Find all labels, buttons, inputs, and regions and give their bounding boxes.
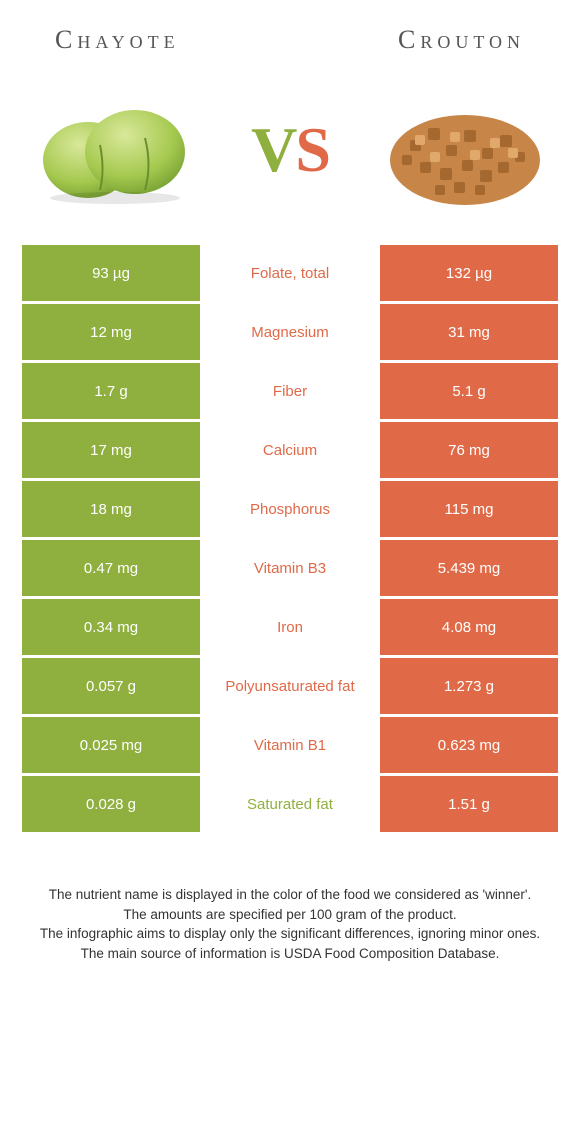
nutrient-label: Calcium: [200, 422, 380, 478]
footer-notes: The nutrient name is displayed in the co…: [0, 835, 580, 963]
nutrient-label: Saturated fat: [200, 776, 380, 832]
vs-label: VS: [251, 113, 329, 187]
nutrient-label: Phosphorus: [200, 481, 380, 537]
crouton-image: [380, 85, 550, 215]
table-row: 1.7 gFiber5.1 g: [22, 363, 558, 419]
crouton-icon: [380, 90, 550, 210]
vs-s: S: [295, 114, 329, 185]
value-right: 132 µg: [380, 245, 558, 301]
value-right: 76 mg: [380, 422, 558, 478]
table-row: 0.47 mgVitamin B35.439 mg: [22, 540, 558, 596]
nutrient-label: Magnesium: [200, 304, 380, 360]
nutrient-label: Polyunsaturated fat: [200, 658, 380, 714]
value-right: 1.51 g: [380, 776, 558, 832]
table-row: 0.025 mgVitamin B10.623 mg: [22, 717, 558, 773]
value-right: 115 mg: [380, 481, 558, 537]
nutrient-label: Vitamin B3: [200, 540, 380, 596]
value-right: 1.273 g: [380, 658, 558, 714]
value-left: 0.057 g: [22, 658, 200, 714]
footer-line-1: The nutrient name is displayed in the co…: [30, 885, 550, 905]
value-right: 5.1 g: [380, 363, 558, 419]
table-row: 0.028 gSaturated fat1.51 g: [22, 776, 558, 832]
nutrient-label: Folate, total: [200, 245, 380, 301]
title-left: Chayote: [55, 25, 180, 55]
table-row: 0.057 gPolyunsaturated fat1.273 g: [22, 658, 558, 714]
value-left: 0.47 mg: [22, 540, 200, 596]
footer-line-3: The infographic aims to display only the…: [30, 924, 550, 944]
value-right: 31 mg: [380, 304, 558, 360]
title-right: Crouton: [398, 25, 525, 55]
comparison-table: 93 µgFolate, total132 µg12 mgMagnesium31…: [0, 245, 580, 832]
value-right: 4.08 mg: [380, 599, 558, 655]
nutrient-label: Iron: [200, 599, 380, 655]
value-left: 18 mg: [22, 481, 200, 537]
chayote-image: [30, 85, 200, 215]
value-left: 0.028 g: [22, 776, 200, 832]
table-row: 93 µgFolate, total132 µg: [22, 245, 558, 301]
nutrient-label: Fiber: [200, 363, 380, 419]
value-right: 5.439 mg: [380, 540, 558, 596]
value-left: 17 mg: [22, 422, 200, 478]
footer-line-2: The amounts are specified per 100 gram o…: [30, 905, 550, 925]
value-left: 0.025 mg: [22, 717, 200, 773]
value-left: 0.34 mg: [22, 599, 200, 655]
footer-line-4: The main source of information is USDA F…: [30, 944, 550, 964]
vs-v: V: [251, 114, 295, 185]
value-right: 0.623 mg: [380, 717, 558, 773]
table-row: 17 mgCalcium76 mg: [22, 422, 558, 478]
vs-row: VS: [0, 65, 580, 245]
nutrient-label: Vitamin B1: [200, 717, 380, 773]
header: Chayote Crouton: [0, 0, 580, 65]
table-row: 18 mgPhosphorus115 mg: [22, 481, 558, 537]
table-row: 0.34 mgIron4.08 mg: [22, 599, 558, 655]
value-left: 1.7 g: [22, 363, 200, 419]
value-left: 12 mg: [22, 304, 200, 360]
table-row: 12 mgMagnesium31 mg: [22, 304, 558, 360]
chayote-icon: [30, 90, 200, 210]
value-left: 93 µg: [22, 245, 200, 301]
